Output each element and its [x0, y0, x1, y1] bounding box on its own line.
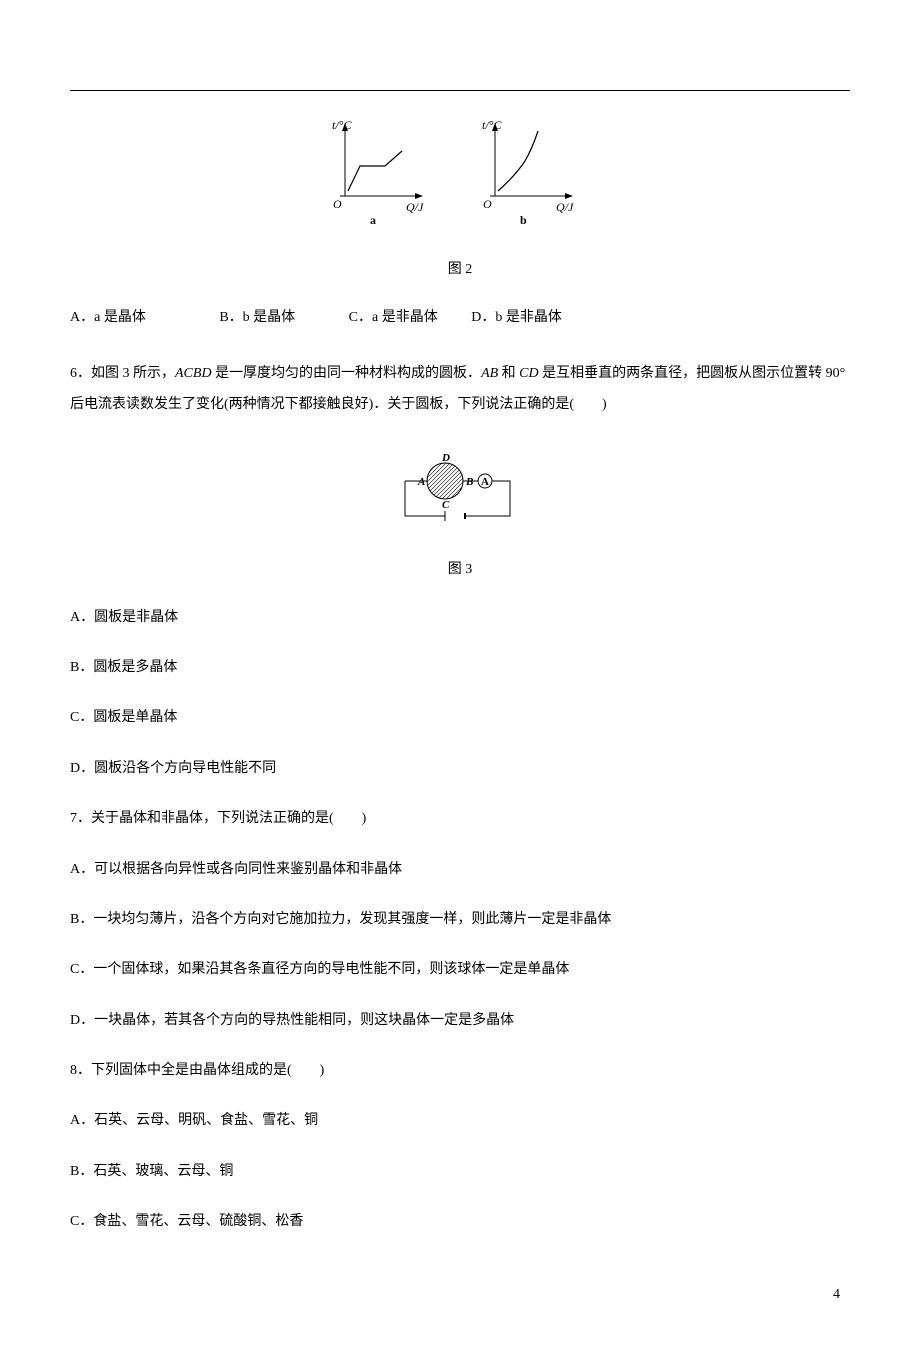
fig3-label-A: A: [417, 476, 425, 488]
q6-option-d: D．圆板沿各个方向导电性能不同: [70, 758, 850, 780]
q8-option-b: B．石英、玻璃、云母、铜: [70, 1161, 850, 1183]
fig3-label-C: C: [442, 499, 450, 511]
q6-stem-3: 和: [498, 366, 519, 381]
q7-option-d: D．一块晶体，若其各个方向的导热性能相同，则这块晶体一定是多晶体: [70, 1010, 850, 1032]
q6-option-a: A．圆板是非晶体: [70, 607, 850, 629]
page-number: 4: [70, 1284, 850, 1306]
graph-a-origin: O: [333, 197, 342, 211]
q8-stem: 8．下列固体中全是由晶体组成的是( ): [70, 1060, 850, 1082]
figure-2-area: t/°C O Q/J a t/°C O Q/J b: [70, 111, 850, 239]
graph-a-curve: [348, 151, 402, 191]
graph-b-origin: O: [483, 197, 492, 211]
graph-b-sublabel: b: [520, 213, 527, 227]
q8-option-a: A．石英、云母、明矾、食盐、雪花、铜: [70, 1110, 850, 1132]
q5-option-a: A．a 是晶体: [70, 307, 146, 329]
q6-italic-3: CD: [519, 366, 538, 381]
q5-option-b: B．b 是晶体: [219, 307, 295, 329]
graph-a-xlabel: Q/J: [406, 200, 424, 214]
q6-stem-2: 是一厚度均匀的由同一种材料构成的圆板．: [212, 366, 482, 381]
fig3-label-B: B: [465, 476, 473, 488]
figure-2-caption: 图 2: [70, 259, 850, 281]
q7-stem: 7．关于晶体和非晶体，下列说法正确的是( ): [70, 808, 850, 830]
q6-option-b: B．圆板是多晶体: [70, 657, 850, 679]
q7-option-b: B．一块均匀薄片，沿各个方向对它施加拉力，发现其强度一样，则此薄片一定是非晶体: [70, 909, 850, 931]
q5-option-c: C．a 是非晶体: [349, 307, 438, 329]
q5-option-d: D．b 是非晶体: [471, 307, 562, 329]
q6-stem-1: 6．如图 3 所示，: [70, 366, 175, 381]
q7-option-c: C．一个固体球，如果沿其各条直径方向的导电性能不同，则该球体一定是单晶体: [70, 959, 850, 981]
q8-option-c: C．食盐、雪花、云母、硫酸铜、松香: [70, 1211, 850, 1233]
q6-option-c: C．圆板是单晶体: [70, 707, 850, 729]
figure-3-caption: 图 3: [70, 559, 850, 581]
q7-option-a: A．可以根据各向异性或各向同性来鉴别晶体和非晶体: [70, 859, 850, 881]
graph-a-sublabel: a: [370, 213, 376, 227]
fig3-label-D: D: [441, 452, 450, 464]
graph-b-curve: [498, 131, 538, 191]
q6-stem: 6．如图 3 所示，ACBD 是一厚度均匀的由同一种材料构成的圆板．AB 和 C…: [70, 359, 850, 421]
q6-italic-1: ACBD: [175, 366, 212, 381]
q6-italic-2: AB: [481, 366, 498, 381]
figure-3-area: D A B C A: [70, 451, 850, 539]
q5-options: A．a 是晶体 B．b 是晶体 C．a 是非晶体 D．b 是非晶体: [70, 307, 850, 329]
graph-b-ylabel: t/°C: [482, 118, 502, 132]
graph-a-ylabel: t/°C: [332, 118, 352, 132]
fig3-meter-label: A: [481, 476, 489, 488]
top-rule: [70, 90, 850, 91]
graph-b-xlabel: Q/J: [556, 200, 574, 214]
figure-2-svg: t/°C O Q/J a t/°C O Q/J b: [320, 111, 600, 231]
figure-3-svg: D A B C A: [390, 451, 530, 531]
